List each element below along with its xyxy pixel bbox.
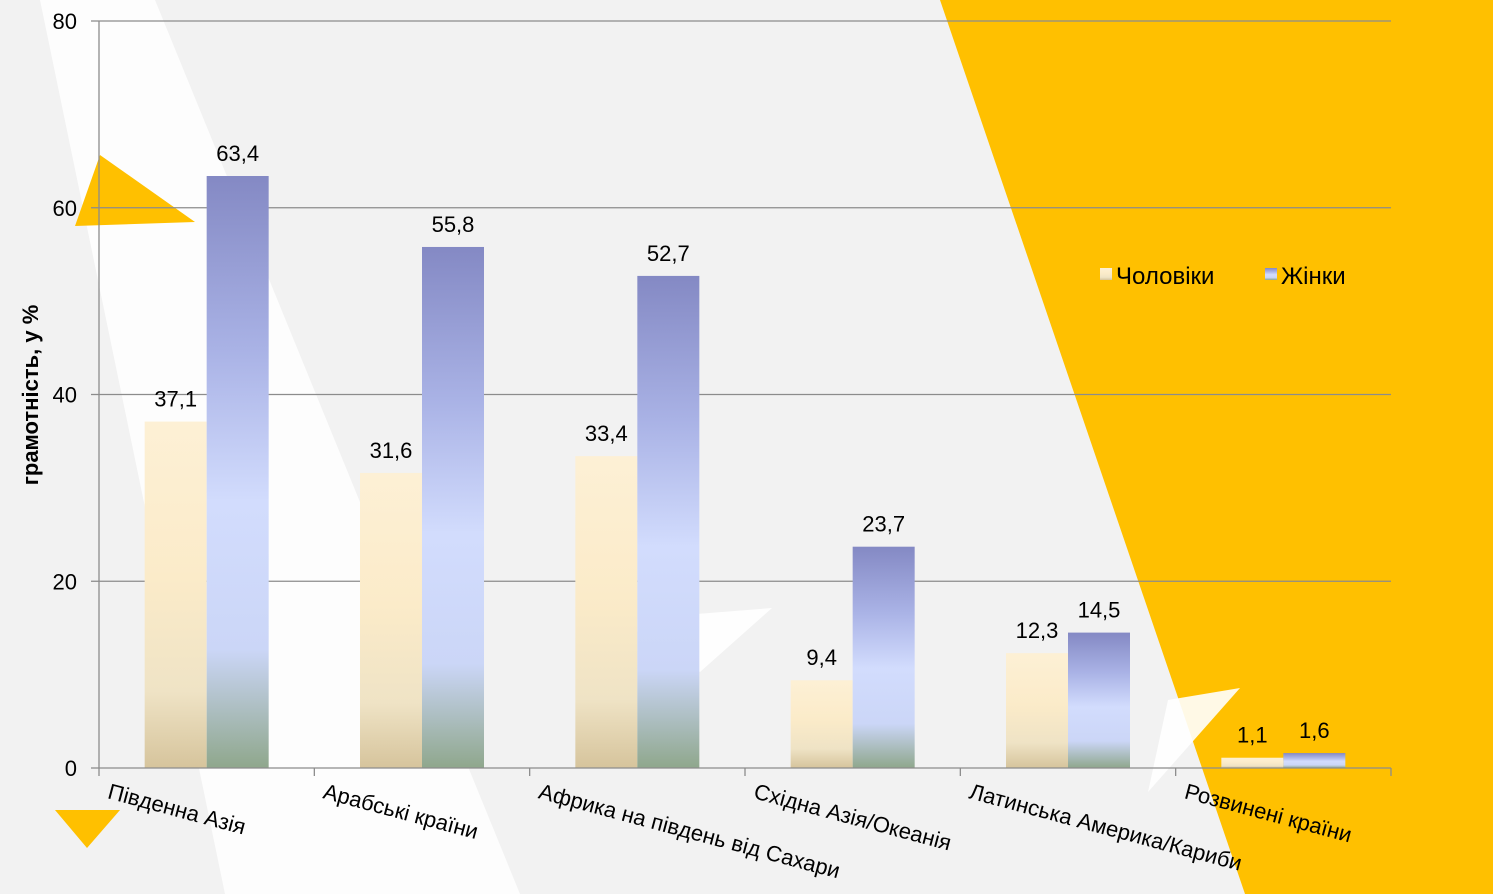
y-tick-label: 60 — [53, 196, 77, 221]
bar-men — [145, 422, 207, 768]
legend-label-men: Чоловіки — [1116, 263, 1214, 290]
data-label-women: 23,7 — [862, 512, 905, 537]
y-tick-label: 40 — [53, 383, 77, 408]
bar-women — [422, 247, 484, 768]
legend-swatch-women — [1265, 268, 1277, 280]
data-label-women: 1,6 — [1299, 718, 1330, 743]
bar-men — [360, 473, 422, 768]
data-label-men: 9,4 — [806, 645, 837, 670]
bar-women — [853, 547, 915, 768]
data-label-men: 31,6 — [370, 438, 413, 463]
data-label-women: 14,5 — [1078, 598, 1121, 623]
y-tick-label: 20 — [53, 569, 77, 594]
data-label-men: 33,4 — [585, 421, 628, 446]
decor-yellow-triangle-bottom — [55, 810, 120, 848]
data-label-women: 63,4 — [216, 141, 259, 166]
y-tick-label: 0 — [65, 756, 77, 781]
bar-women — [1068, 633, 1130, 768]
data-label-men: 1,1 — [1237, 723, 1268, 748]
data-label-women: 52,7 — [647, 241, 690, 266]
y-axis-title: грамотність, у % — [18, 305, 43, 486]
bar-men — [1221, 758, 1283, 768]
y-tick-label: 80 — [53, 9, 77, 34]
data-label-women: 55,8 — [432, 212, 475, 237]
data-label-men: 37,1 — [154, 387, 197, 412]
bar-men — [791, 680, 853, 768]
data-label-men: 12,3 — [1016, 618, 1059, 643]
bar-women — [207, 176, 269, 768]
bar-men — [1006, 653, 1068, 768]
bar-women — [1283, 753, 1345, 768]
bar-women — [637, 276, 699, 768]
legend-swatch-men — [1100, 268, 1112, 280]
legend-label-women: Жінки — [1281, 263, 1346, 290]
bar-men — [575, 456, 637, 768]
